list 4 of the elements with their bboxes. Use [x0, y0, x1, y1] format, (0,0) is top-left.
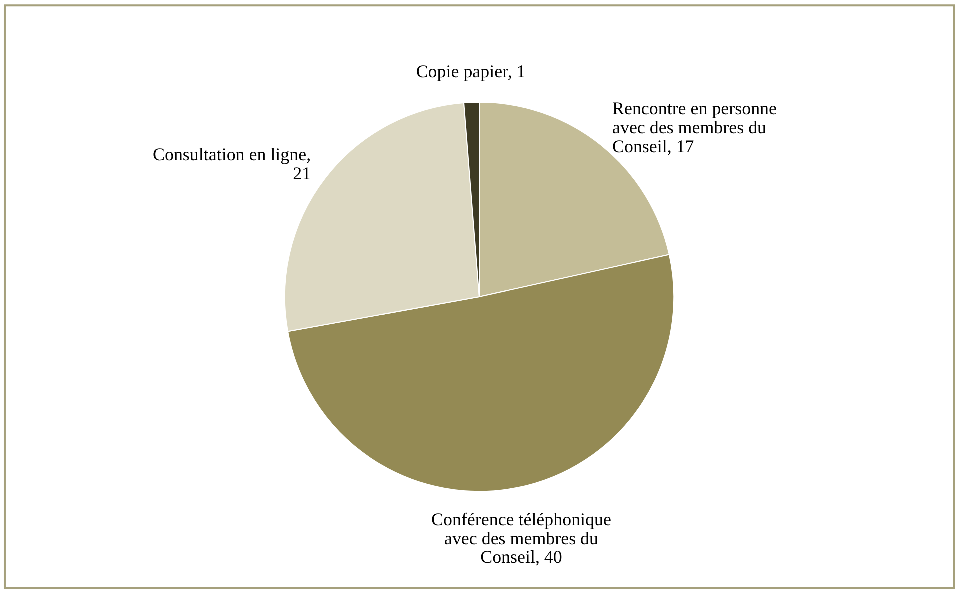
slice-label: Conférence téléphonique avec des membres du Conseil, 40: [432, 509, 612, 568]
slice-label: Consultation en ligne, 21: [153, 144, 312, 184]
slice-label: Rencontre en personne avec des membres du Conseil, 17: [612, 98, 778, 157]
slice-label: Copie papier, 1: [416, 62, 526, 82]
